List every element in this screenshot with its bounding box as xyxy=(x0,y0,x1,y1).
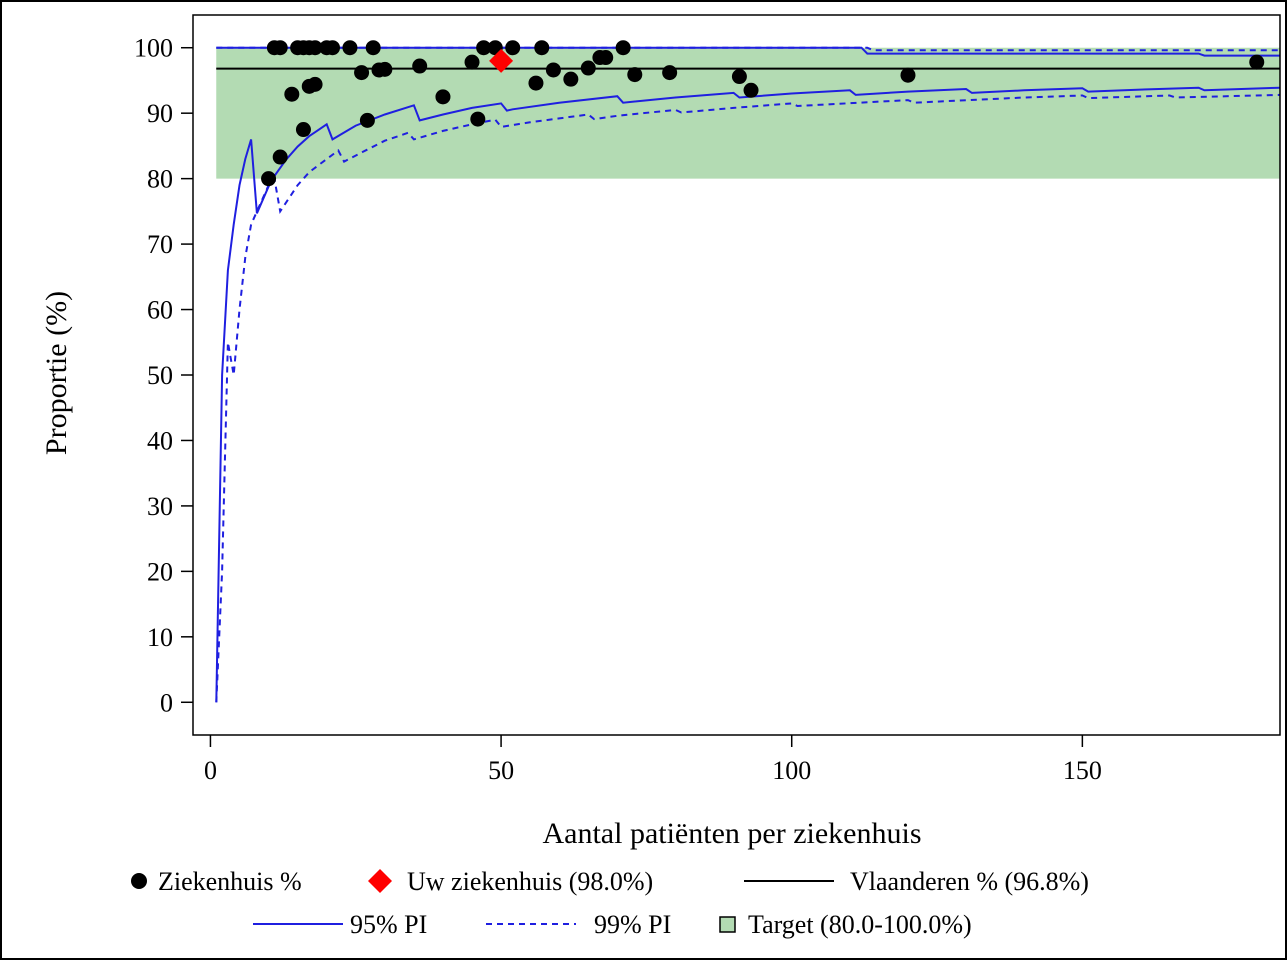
data-point xyxy=(284,86,300,102)
y-tick-label: 60 xyxy=(147,296,173,325)
data-point xyxy=(365,40,381,56)
legend-item-ziekenhuis: Ziekenhuis % xyxy=(131,867,302,896)
y-tick-label: 20 xyxy=(147,557,173,586)
legend-label-95pi: 95% PI xyxy=(350,910,427,939)
data-point xyxy=(580,60,596,76)
data-point xyxy=(470,111,486,127)
y-tick-label: 100 xyxy=(134,34,173,63)
legend-swatch-target xyxy=(719,916,736,933)
data-point xyxy=(545,62,561,78)
pi-upper-line-0 xyxy=(216,46,1280,57)
legend-item-target: Target (80.0-100.0%) xyxy=(719,910,972,939)
data-point xyxy=(464,54,480,70)
legend-label-99pi: 99% PI xyxy=(594,910,671,939)
y-tick-label: 40 xyxy=(147,426,173,455)
data-point xyxy=(342,40,358,56)
x-tick-label: 150 xyxy=(1063,756,1102,785)
data-point xyxy=(900,67,916,83)
data-point xyxy=(435,89,451,105)
legend-item-95pi: 95% PI xyxy=(253,910,427,939)
x-axis-title: Aantal patiënten per ziekenhuis xyxy=(542,817,921,850)
data-point xyxy=(662,65,678,81)
data-point xyxy=(272,149,288,165)
data-point xyxy=(528,75,544,91)
pi-upper-line-1 xyxy=(216,46,1280,52)
data-point xyxy=(272,40,288,56)
data-point xyxy=(325,40,341,56)
x-tick-label: 50 xyxy=(488,756,514,785)
data-point xyxy=(534,40,550,56)
data-point xyxy=(505,40,521,56)
legend: Ziekenhuis % Uw ziekenhuis (98.0%) Vlaan… xyxy=(131,867,1089,939)
highlight-point xyxy=(489,48,514,73)
data-point xyxy=(359,112,375,128)
legend-marker-circle xyxy=(131,873,147,889)
data-point xyxy=(598,50,614,66)
data-point xyxy=(412,58,428,74)
data-point xyxy=(743,82,759,98)
data-point xyxy=(261,171,277,187)
legend-label-uw-ziekenhuis: Uw ziekenhuis (98.0%) xyxy=(407,867,653,896)
data-point xyxy=(377,61,393,77)
data-point xyxy=(307,76,323,92)
data-points-layer xyxy=(261,40,1265,187)
data-point xyxy=(307,40,323,56)
y-tick-label: 0 xyxy=(160,688,173,717)
legend-label-target: Target (80.0-100.0%) xyxy=(748,910,972,939)
legend-item-vlaanderen: Vlaanderen % (96.8%) xyxy=(744,867,1089,896)
data-point xyxy=(1249,54,1265,70)
x-tick-label: 0 xyxy=(204,756,217,785)
legend-label-ziekenhuis: Ziekenhuis % xyxy=(158,867,302,896)
y-tick-label: 90 xyxy=(147,99,173,128)
data-point xyxy=(731,69,747,85)
legend-item-99pi: 99% PI xyxy=(486,910,671,939)
x-tick-label: 100 xyxy=(772,756,811,785)
data-point xyxy=(563,71,579,87)
pi-lower-line-1 xyxy=(215,93,1281,703)
data-point xyxy=(295,122,311,138)
y-tick-label: 10 xyxy=(147,623,173,652)
prediction-lines-layer xyxy=(215,46,1281,703)
data-point xyxy=(354,65,370,81)
y-tick-label: 80 xyxy=(147,165,173,194)
y-tick-label: 30 xyxy=(147,492,173,521)
y-axis-title: Proportie (%) xyxy=(40,291,73,455)
data-point xyxy=(627,67,643,83)
y-tick-label: 50 xyxy=(147,361,173,390)
y-tick-label: 70 xyxy=(147,230,173,259)
data-point xyxy=(476,40,492,56)
legend-marker-diamond xyxy=(368,869,392,893)
legend-item-uw-ziekenhuis: Uw ziekenhuis (98.0%) xyxy=(368,867,653,896)
data-point xyxy=(615,40,631,56)
axes-layer: 0 10 20 30 40 50 60 70 80 90 100 0 50 100 150 xyxy=(134,34,1102,785)
legend-label-vlaanderen: Vlaanderen % (96.8%) xyxy=(850,867,1089,896)
